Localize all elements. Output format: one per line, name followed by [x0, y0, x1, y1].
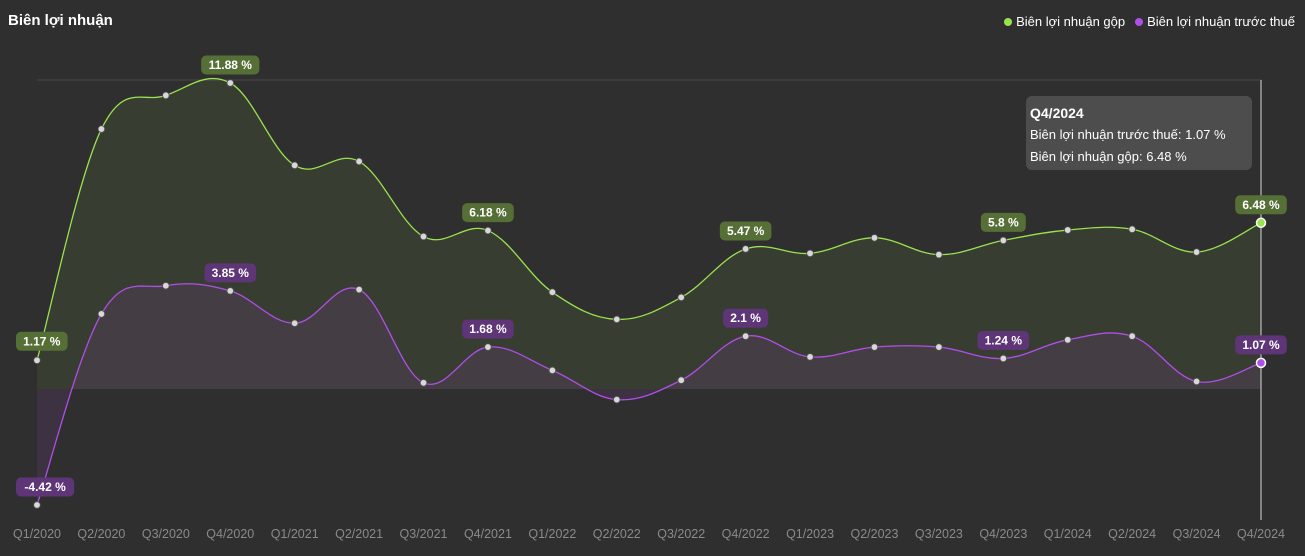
data-label-bg-0-7: [462, 203, 514, 223]
data-label-bg-1-19: [1235, 335, 1287, 355]
data-label-1-7: 1.68 %: [469, 322, 507, 336]
legend-label-gross-margin: Biên lợi nhuận gộp: [1016, 14, 1126, 29]
x-tick-label: Q4/2023: [979, 527, 1027, 541]
data-label-1-19: 1.07 %: [1242, 338, 1280, 352]
data-point-0-6: [419, 232, 428, 241]
data-label-bg-0-15: [980, 212, 1026, 232]
data-point-1-15: [999, 354, 1008, 363]
data-point-0-8: [548, 288, 557, 296]
x-tick-label: Q2/2021: [335, 527, 383, 541]
chart-legend: Biên lợi nhuận gộp Biên lợi nhuận trước …: [1004, 14, 1295, 29]
data-point-1-6: [419, 379, 428, 387]
data-point-1-9: [613, 395, 621, 404]
data-label-0-19: 6.48 %: [1242, 198, 1280, 212]
data-label-1-15: 1.24 %: [985, 333, 1023, 347]
legend-dot-gross-margin: [1004, 17, 1013, 26]
tooltip-line-gross: Biên lợi nhuận gộp: 6.48 %: [1030, 149, 1187, 164]
data-label-bg-0-3: [201, 55, 260, 75]
data-label-bg-0-19: [1235, 195, 1287, 215]
x-tick-label: Q1/2024: [1044, 527, 1092, 541]
x-tick-label: Q2/2020: [77, 527, 125, 541]
data-point-1-4: [290, 319, 299, 327]
data-label-0-11: 5.47 %: [727, 224, 765, 238]
data-label-bg-1-7: [462, 319, 514, 339]
data-point-0-5: [355, 157, 363, 166]
data-point-1-17: [1128, 332, 1136, 340]
data-point-1-0: [33, 501, 41, 509]
data-point-1-16: [1064, 336, 1072, 344]
data-point-0-11: [741, 245, 750, 253]
data-point-0-7: [484, 226, 492, 235]
data-point-1-19: [1255, 357, 1267, 369]
x-tick-label: Q1/2021: [271, 527, 319, 541]
data-label-0-15: 5.8 %: [988, 215, 1019, 229]
x-tick-label: Q3/2022: [657, 527, 705, 541]
data-point-0-10: [677, 293, 685, 302]
data-point-0-3: [226, 79, 234, 87]
data-point-0-12: [806, 249, 814, 258]
data-label-1-3: 3.85 %: [212, 266, 250, 280]
data-point-1-14: [935, 343, 943, 351]
x-tick-label: Q1/2023: [786, 527, 834, 541]
data-label-0-3: 11.88 %: [209, 58, 253, 72]
data-point-1-10: [677, 376, 685, 384]
data-label-0-7: 6.18 %: [469, 206, 507, 220]
data-label-bg-0-11: [719, 221, 772, 241]
data-point-1-8: [548, 366, 557, 375]
data-point-1-18: [1192, 377, 1201, 386]
x-tick-label: Q4/2022: [722, 527, 770, 541]
data-point-0-16: [1064, 226, 1072, 234]
series-line-0: [36, 77, 1262, 361]
data-point-1-5: [355, 285, 363, 294]
data-label-bg-1-3: [204, 263, 257, 283]
x-tick-label: Q2/2023: [850, 527, 898, 541]
data-label-1-11: 2.1 %: [730, 311, 761, 325]
data-label-1-0: -4.42 %: [24, 480, 66, 494]
x-tick-label: Q2/2024: [1108, 527, 1156, 541]
data-label-bg-0-0: [16, 331, 68, 351]
legend-item-pretax-margin[interactable]: Biên lợi nhuận trước thuế: [1135, 14, 1295, 29]
x-tick-label: Q4/2024: [1237, 527, 1285, 541]
legend-label-pretax-margin: Biên lợi nhuận trước thuế: [1147, 14, 1295, 29]
data-point-0-18: [1192, 248, 1201, 256]
data-label-bg-1-11: [723, 308, 769, 328]
x-tick-label: Q3/2024: [1173, 527, 1221, 541]
data-point-0-19: [1255, 217, 1267, 229]
x-tick-label: Q4/2020: [206, 527, 254, 541]
x-tick-label: Q2/2022: [593, 527, 641, 541]
data-point-1-12: [806, 353, 814, 361]
data-point-0-13: [870, 234, 879, 242]
x-tick-label: Q1/2022: [528, 527, 576, 541]
data-point-0-17: [1128, 225, 1136, 233]
data-point-0-9: [613, 315, 621, 324]
legend-dot-pretax-margin: [1135, 17, 1144, 26]
chart-tooltip: Q4/2024 Biên lợi nhuận trước thuế: 1.07 …: [1026, 96, 1252, 170]
data-label-bg-1-15: [977, 330, 1030, 350]
data-point-1-3: [226, 287, 234, 295]
x-tick-label: Q4/2021: [464, 527, 512, 541]
tooltip-line-pretax: Biên lợi nhuận trước thuế: 1.07 %: [1030, 127, 1226, 142]
series-area-0: [37, 78, 1261, 390]
data-point-0-1: [97, 125, 106, 133]
x-tick-label: Q1/2020: [13, 527, 61, 541]
data-label-bg-1-0: [16, 477, 75, 497]
x-tick-label: Q3/2023: [915, 527, 963, 541]
data-point-1-11: [741, 332, 750, 340]
legend-item-gross-margin[interactable]: Biên lợi nhuận gộp: [1004, 14, 1125, 29]
data-point-0-15: [999, 236, 1008, 245]
data-point-1-13: [870, 343, 879, 351]
x-tick-label: Q3/2021: [400, 527, 448, 541]
data-label-0-0: 1.17 %: [23, 334, 61, 348]
tooltip-title: Q4/2024: [1030, 105, 1084, 121]
data-point-1-1: [97, 310, 106, 318]
data-point-0-2: [162, 91, 170, 100]
data-point-0-14: [935, 250, 943, 259]
data-point-1-7: [484, 343, 492, 351]
chart-title: Biên lợi nhuận: [8, 12, 113, 29]
x-tick-label: Q3/2020: [142, 527, 190, 541]
data-point-0-0: [33, 356, 41, 364]
data-point-1-2: [162, 282, 170, 290]
data-point-0-4: [290, 161, 299, 170]
